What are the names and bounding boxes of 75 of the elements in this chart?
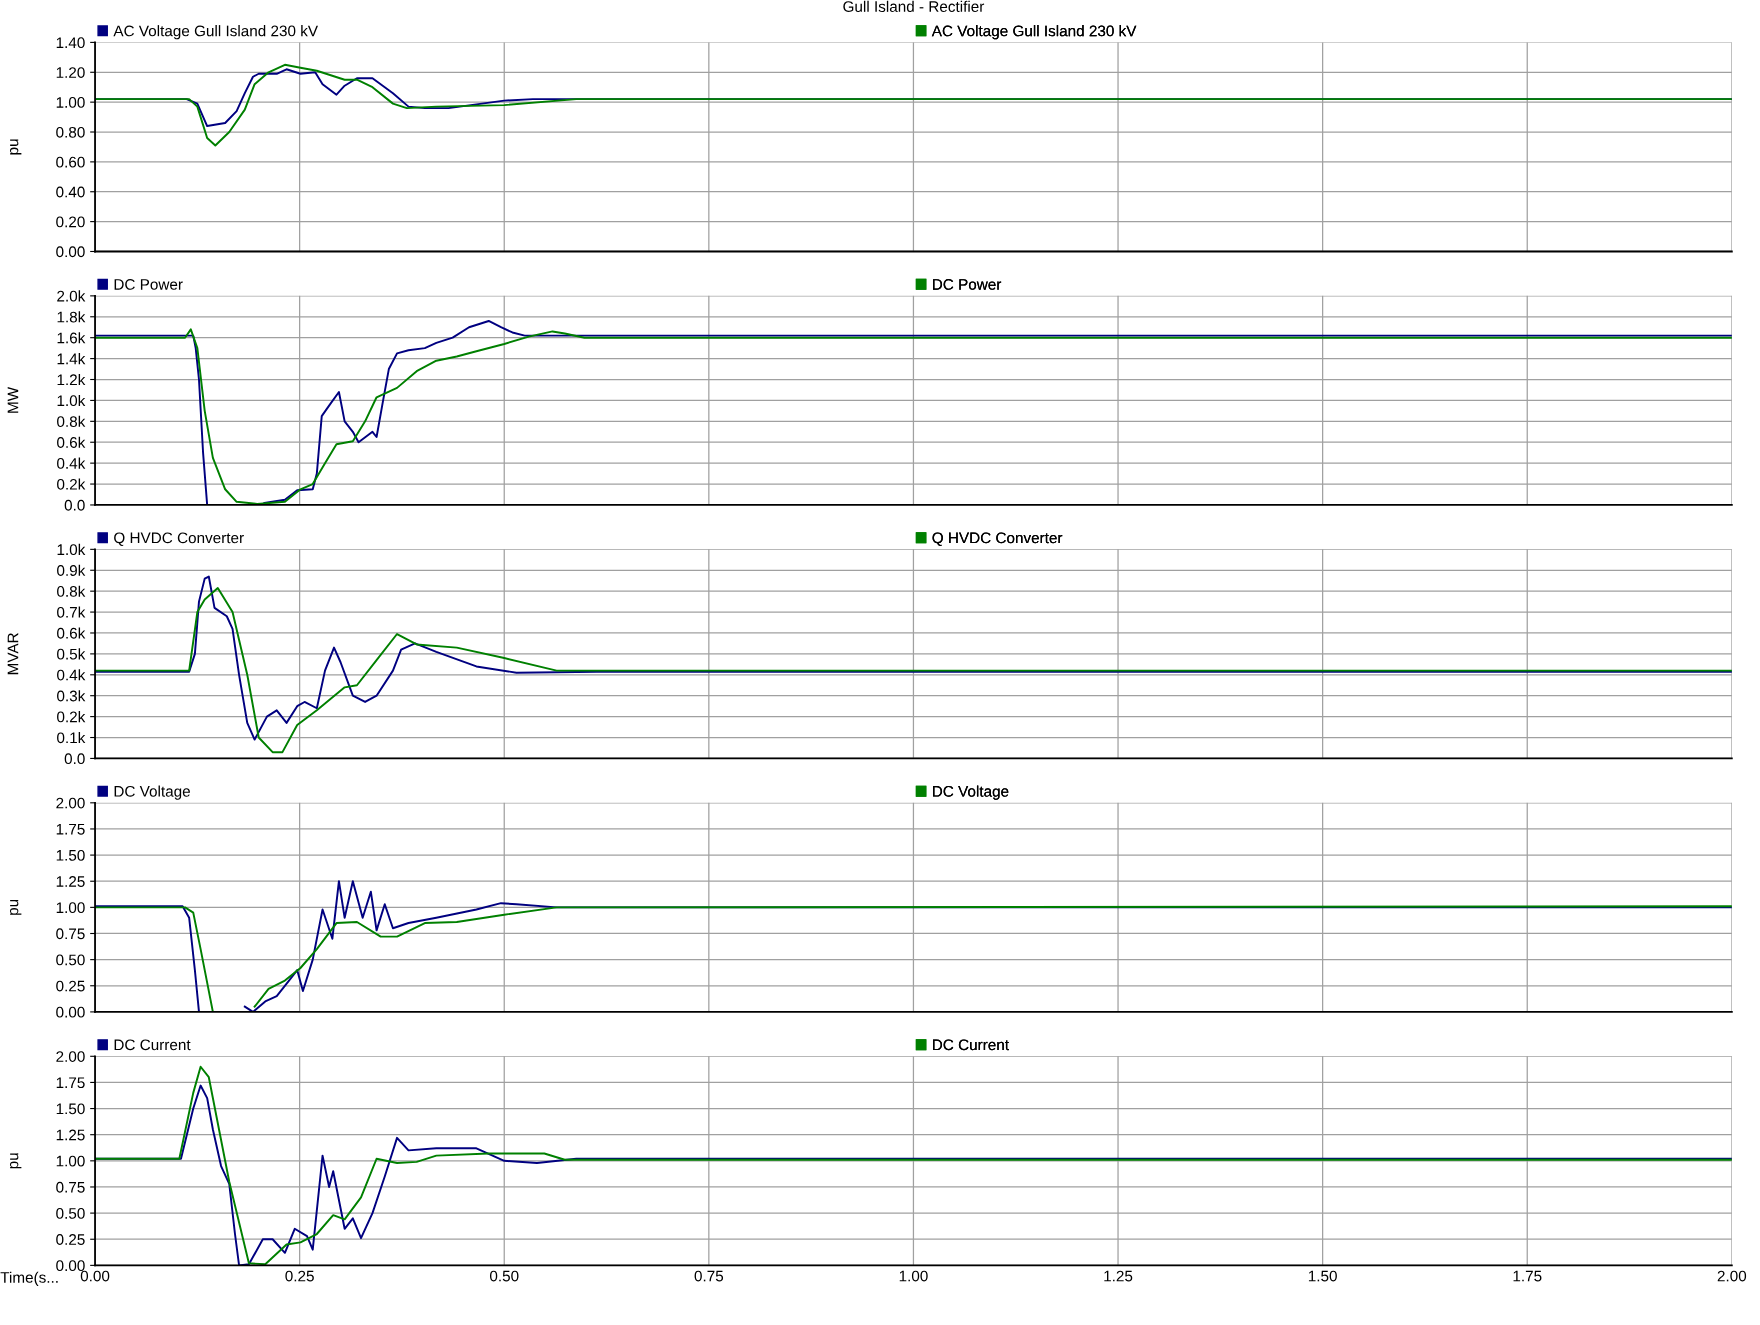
y-tick-label: 0.5k [57,648,86,660]
y-tick-label: 1.00 [56,1155,85,1167]
y-tick-label: 0.2k [57,711,86,723]
y-tick-label: 2.00 [56,797,85,809]
y-tick-label: 1.8k [57,311,86,323]
y-tick-label: 1.00 [56,97,85,108]
y-tick-label: 1.75 [56,823,85,835]
x-tick-label: 1.75 [1513,1270,1542,1282]
y-tick-label: 0.4k [57,457,86,469]
legend-label: DC Voltage [933,785,1009,800]
y-tick-label: 0.0 [64,499,85,511]
y-tick-label: 0.40 [56,186,85,198]
x-tick-label: 1.25 [1104,1270,1133,1282]
y-tick-label: 0.1k [57,731,86,744]
y-tick-label: 0.0 [64,753,85,765]
y-tick-label: 0.50 [56,1207,85,1219]
x-tick-label: 1.00 [899,1270,928,1282]
x-tick-label: 0.50 [489,1270,519,1282]
x-tick-label: 0.25 [285,1270,314,1282]
y-tick-label: 0.00 [56,1006,85,1018]
y-tick-label: 0.6k [57,627,86,639]
y-tick-label: 1.25 [56,876,85,887]
y-tick-label: 2.00 [56,1051,85,1062]
y-axis-title: MVAR [7,633,19,675]
y-tick-label: 1.20 [56,67,85,78]
x-axis-title: Time(s... [0,1271,58,1286]
y-tick-label: 0.3k [57,690,86,702]
legend-label: DC Current [933,1039,1009,1051]
legend-label: DC Current [114,1039,191,1051]
x-tick-label: 0.75 [694,1270,724,1282]
y-axis-title: MW [7,386,19,413]
legend-label: AC Voltage Gull Island 230 kV [931,25,1137,40]
y-tick-label: 0.80 [56,126,85,138]
y-tick-label: 0.7k [57,606,86,618]
y-tick-label: 1.4k [57,353,86,365]
y-tick-label: 0.20 [56,216,85,228]
y-tick-label: 1.00 [56,902,85,914]
y-tick-label: 1.6k [57,332,86,344]
y-tick-label: 1.2k [57,373,86,386]
y-axis-title: pu [10,1153,22,1169]
y-tick-label: 0.4k [57,669,86,681]
y-tick-label: 1.0k [57,543,86,556]
y-tick-label: 0.75 [56,1181,85,1193]
y-tick-label: 0.25 [56,1234,85,1245]
y-tick-label: 1.25 [56,1129,85,1141]
legend-label: DC Power [114,278,183,290]
y-tick-label: 0.8k [57,585,86,597]
legend-label: Q HVDC Converter [114,532,244,547]
y-tick-label: 0.25 [56,980,85,992]
y-tick-label: 0.2k [57,478,86,490]
y-tick-label: 2.0k [57,290,86,302]
x-tick-label: 2.00 [1717,1270,1747,1282]
x-tick-label: 1.50 [1308,1270,1337,1282]
y-tick-label: 1.75 [56,1077,85,1089]
y-tick-label: 1.50 [56,849,85,861]
legend-label: Q HVDC Converter [932,532,1063,547]
y-tick-label: 0.00 [56,1260,85,1272]
y-tick-label: 1.50 [56,1103,85,1115]
y-axis-title: pu [10,899,22,915]
y-tick-label: 0.60 [56,156,85,168]
y-tick-label: 0.75 [56,928,85,940]
y-tick-label: 1.0k [57,394,86,407]
line-series [95,63,1732,147]
y-tick-label: 0.50 [56,954,85,966]
y-tick-label: 0.9k [57,564,86,576]
x-tick-label: 0.00 [80,1270,110,1282]
y-axis-title: pu [10,139,22,155]
y-tick-label: 0.6k [57,436,86,448]
y-tick-label: 0.00 [56,246,85,258]
y-tick-label: 1.40 [56,37,85,49]
legend-label: AC Voltage Gull Island 230 kV [113,25,318,40]
legend-label: DC Power [933,278,1002,290]
y-tick-label: 0.8k [57,415,86,428]
chart-title: Gull Island - Rectifier [843,0,985,12]
legend-label: DC Voltage [114,785,190,800]
